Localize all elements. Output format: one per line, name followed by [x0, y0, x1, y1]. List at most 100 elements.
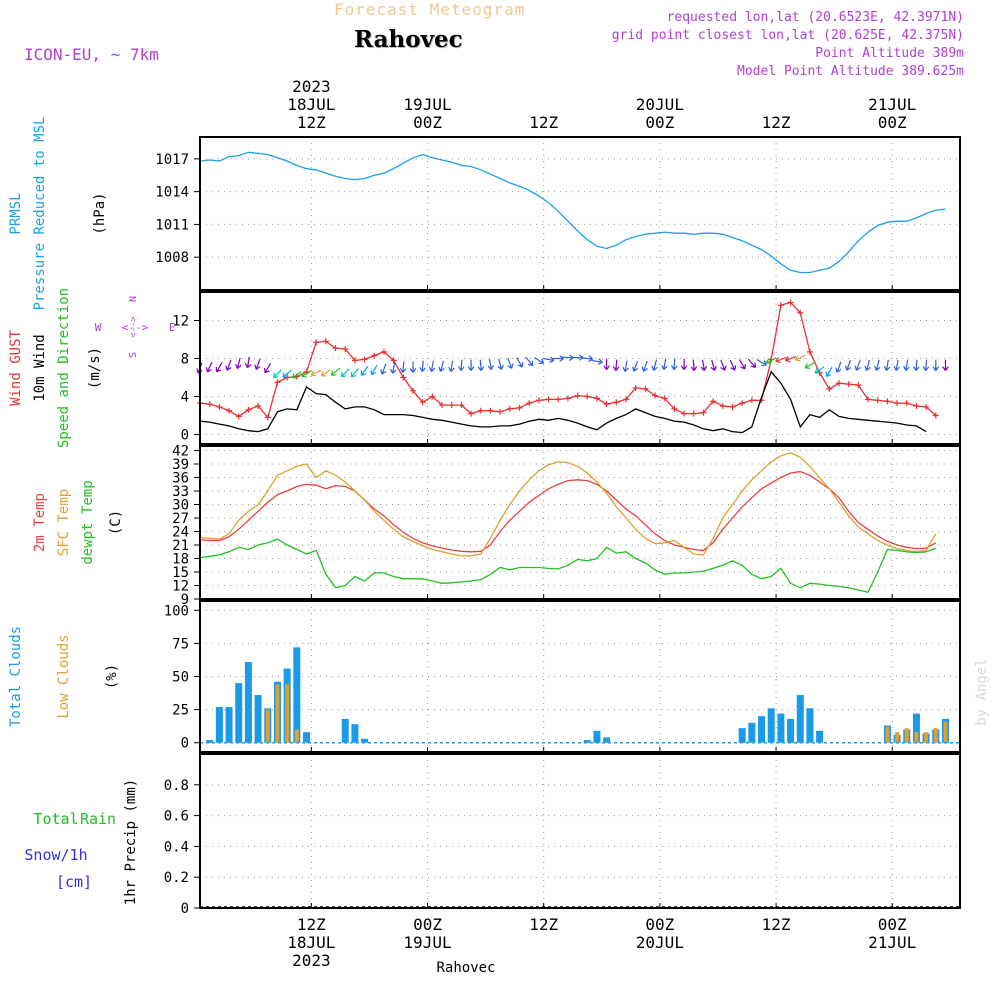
top-time-label-line2: 18JUL [287, 95, 335, 114]
cloud-bar [806, 708, 814, 743]
wind-direction-arrow [350, 368, 359, 378]
wind-direction-arrow [467, 359, 475, 371]
gust-marker [477, 407, 484, 414]
wind-direction-arrow [747, 358, 756, 369]
gust-marker [429, 393, 436, 400]
wind-direction-arrow [370, 364, 378, 376]
pressure-axis-label: PRMSL [8, 192, 24, 234]
gust-marker [235, 413, 242, 420]
cloud-bar [738, 728, 746, 743]
temperature-series-line [199, 452, 937, 557]
wind-direction-arrow [814, 366, 825, 374]
gust-marker [845, 381, 852, 388]
gust-marker [351, 357, 358, 364]
gust-marker [777, 302, 784, 309]
gust-marker [593, 395, 600, 402]
clouds-axis-label: Low Clouds [56, 634, 72, 718]
requested-coords: requested lon,lat (20.6523E, 42.3971N) [666, 10, 964, 25]
pressure-ytick-label: 1017 [155, 152, 189, 168]
temperature-ytick-label: 21 [172, 538, 189, 554]
wind-direction-arrow [225, 359, 232, 371]
temperature-ytick-label: 27 [172, 511, 189, 527]
gust-marker [748, 397, 755, 404]
gust-marker [719, 403, 726, 409]
wind-direction-arrow [272, 369, 282, 379]
wind-axis-label: 10m Wind [32, 334, 48, 401]
wind-direction-arrow [825, 366, 833, 378]
gust-marker [380, 348, 387, 355]
compass-e: E [169, 321, 176, 334]
gust-marker [255, 403, 262, 409]
cloud-bar [244, 661, 252, 743]
precip-ytick-label: 0 [181, 901, 189, 917]
gust-marker [622, 396, 629, 403]
temperature-ytick-label: 18 [172, 552, 189, 568]
cloud-bar [904, 728, 909, 743]
gust-marker [923, 403, 930, 410]
gust-marker [400, 374, 407, 381]
pressure-ytick-label: 1014 [155, 185, 189, 201]
wind-direction-arrow [631, 360, 639, 372]
wind-direction-arrow [729, 359, 737, 371]
wind-direction-arrow [883, 359, 891, 371]
bottom-time-label-line1: 12Z [529, 915, 558, 934]
clouds-unit-label: (%) [104, 664, 120, 689]
clouds-panel: 0 25 50 75 100 Total Clouds Low Clouds (%) [8, 600, 961, 753]
gust-marker [313, 339, 320, 346]
wind-direction-arrow [215, 361, 223, 373]
wind-direction-arrow [903, 359, 910, 371]
bottom-time-label-line1: 00Z [878, 915, 907, 934]
wind-direction-arrow [360, 366, 369, 376]
bottom-time-label-line1: 00Z [413, 915, 442, 934]
precip-snow-label: Snow/1h [24, 846, 87, 864]
wind-direction-arrow [390, 362, 397, 374]
cloud-bar [254, 695, 262, 743]
footer-location: Rahovec [436, 960, 495, 976]
temperature-ytick-label: 42 [172, 444, 189, 460]
temperature-ytick-label: 36 [172, 471, 189, 487]
temperature-series-line [199, 470, 937, 553]
wind-direction-arrow [525, 356, 534, 367]
cloud-bar [787, 718, 795, 743]
temperature-axis-label: SFC Temp [56, 489, 72, 556]
header-caption: Forecast Meteogram [334, 0, 526, 19]
cloud-bar [225, 706, 233, 743]
top-time-label-line3: 12Z [297, 113, 326, 132]
temperature-ytick-label: 15 [172, 565, 189, 581]
wind-direction-arrow [738, 359, 746, 370]
precip-unit-label: 1hr Precip (mm) [123, 779, 139, 905]
wind-series-line [199, 370, 927, 434]
wind-direction-arrow [680, 358, 688, 371]
gust-marker [710, 398, 717, 405]
compass-we-line: <--> [122, 321, 149, 334]
gust-marker [506, 405, 513, 412]
gust-marker [874, 397, 881, 404]
cloud-bar [943, 721, 948, 743]
wind-direction-arrow [641, 360, 648, 372]
precip-total-label: Total [33, 810, 78, 828]
wind-direction-arrow [612, 359, 620, 372]
bottom-time-label-line2: 20JUL [636, 933, 684, 952]
wind-direction-arrow [784, 356, 796, 363]
wind-direction-arrow [244, 356, 252, 369]
compass-s: S [128, 352, 139, 358]
model-label: ICON-EU, ~ 7km [24, 45, 159, 64]
top-time-label-line1: 2023 [292, 77, 331, 96]
grid-point-coords: grid point closest lon,lat (20.625E, 42.… [611, 28, 964, 43]
gust-marker [632, 384, 639, 391]
wind-ytick-label: 0 [181, 428, 189, 444]
bottom-time-label-line3: 2023 [292, 951, 331, 970]
precip-ytick-label: 0.6 [164, 809, 189, 825]
cloud-bar [748, 722, 756, 743]
wind-panel: 0 4 8 12 Wind GUST 10m Wind Speed and Directio… [8, 288, 961, 448]
wind-direction-arrow [409, 361, 417, 373]
gust-marker [274, 379, 281, 386]
gust-marker [564, 395, 571, 402]
gust-marker [342, 346, 349, 352]
gust-marker [652, 392, 659, 399]
cloud-bar [914, 732, 919, 743]
gust-marker [913, 403, 920, 409]
gust-marker [826, 385, 833, 392]
gust-marker [729, 403, 736, 410]
